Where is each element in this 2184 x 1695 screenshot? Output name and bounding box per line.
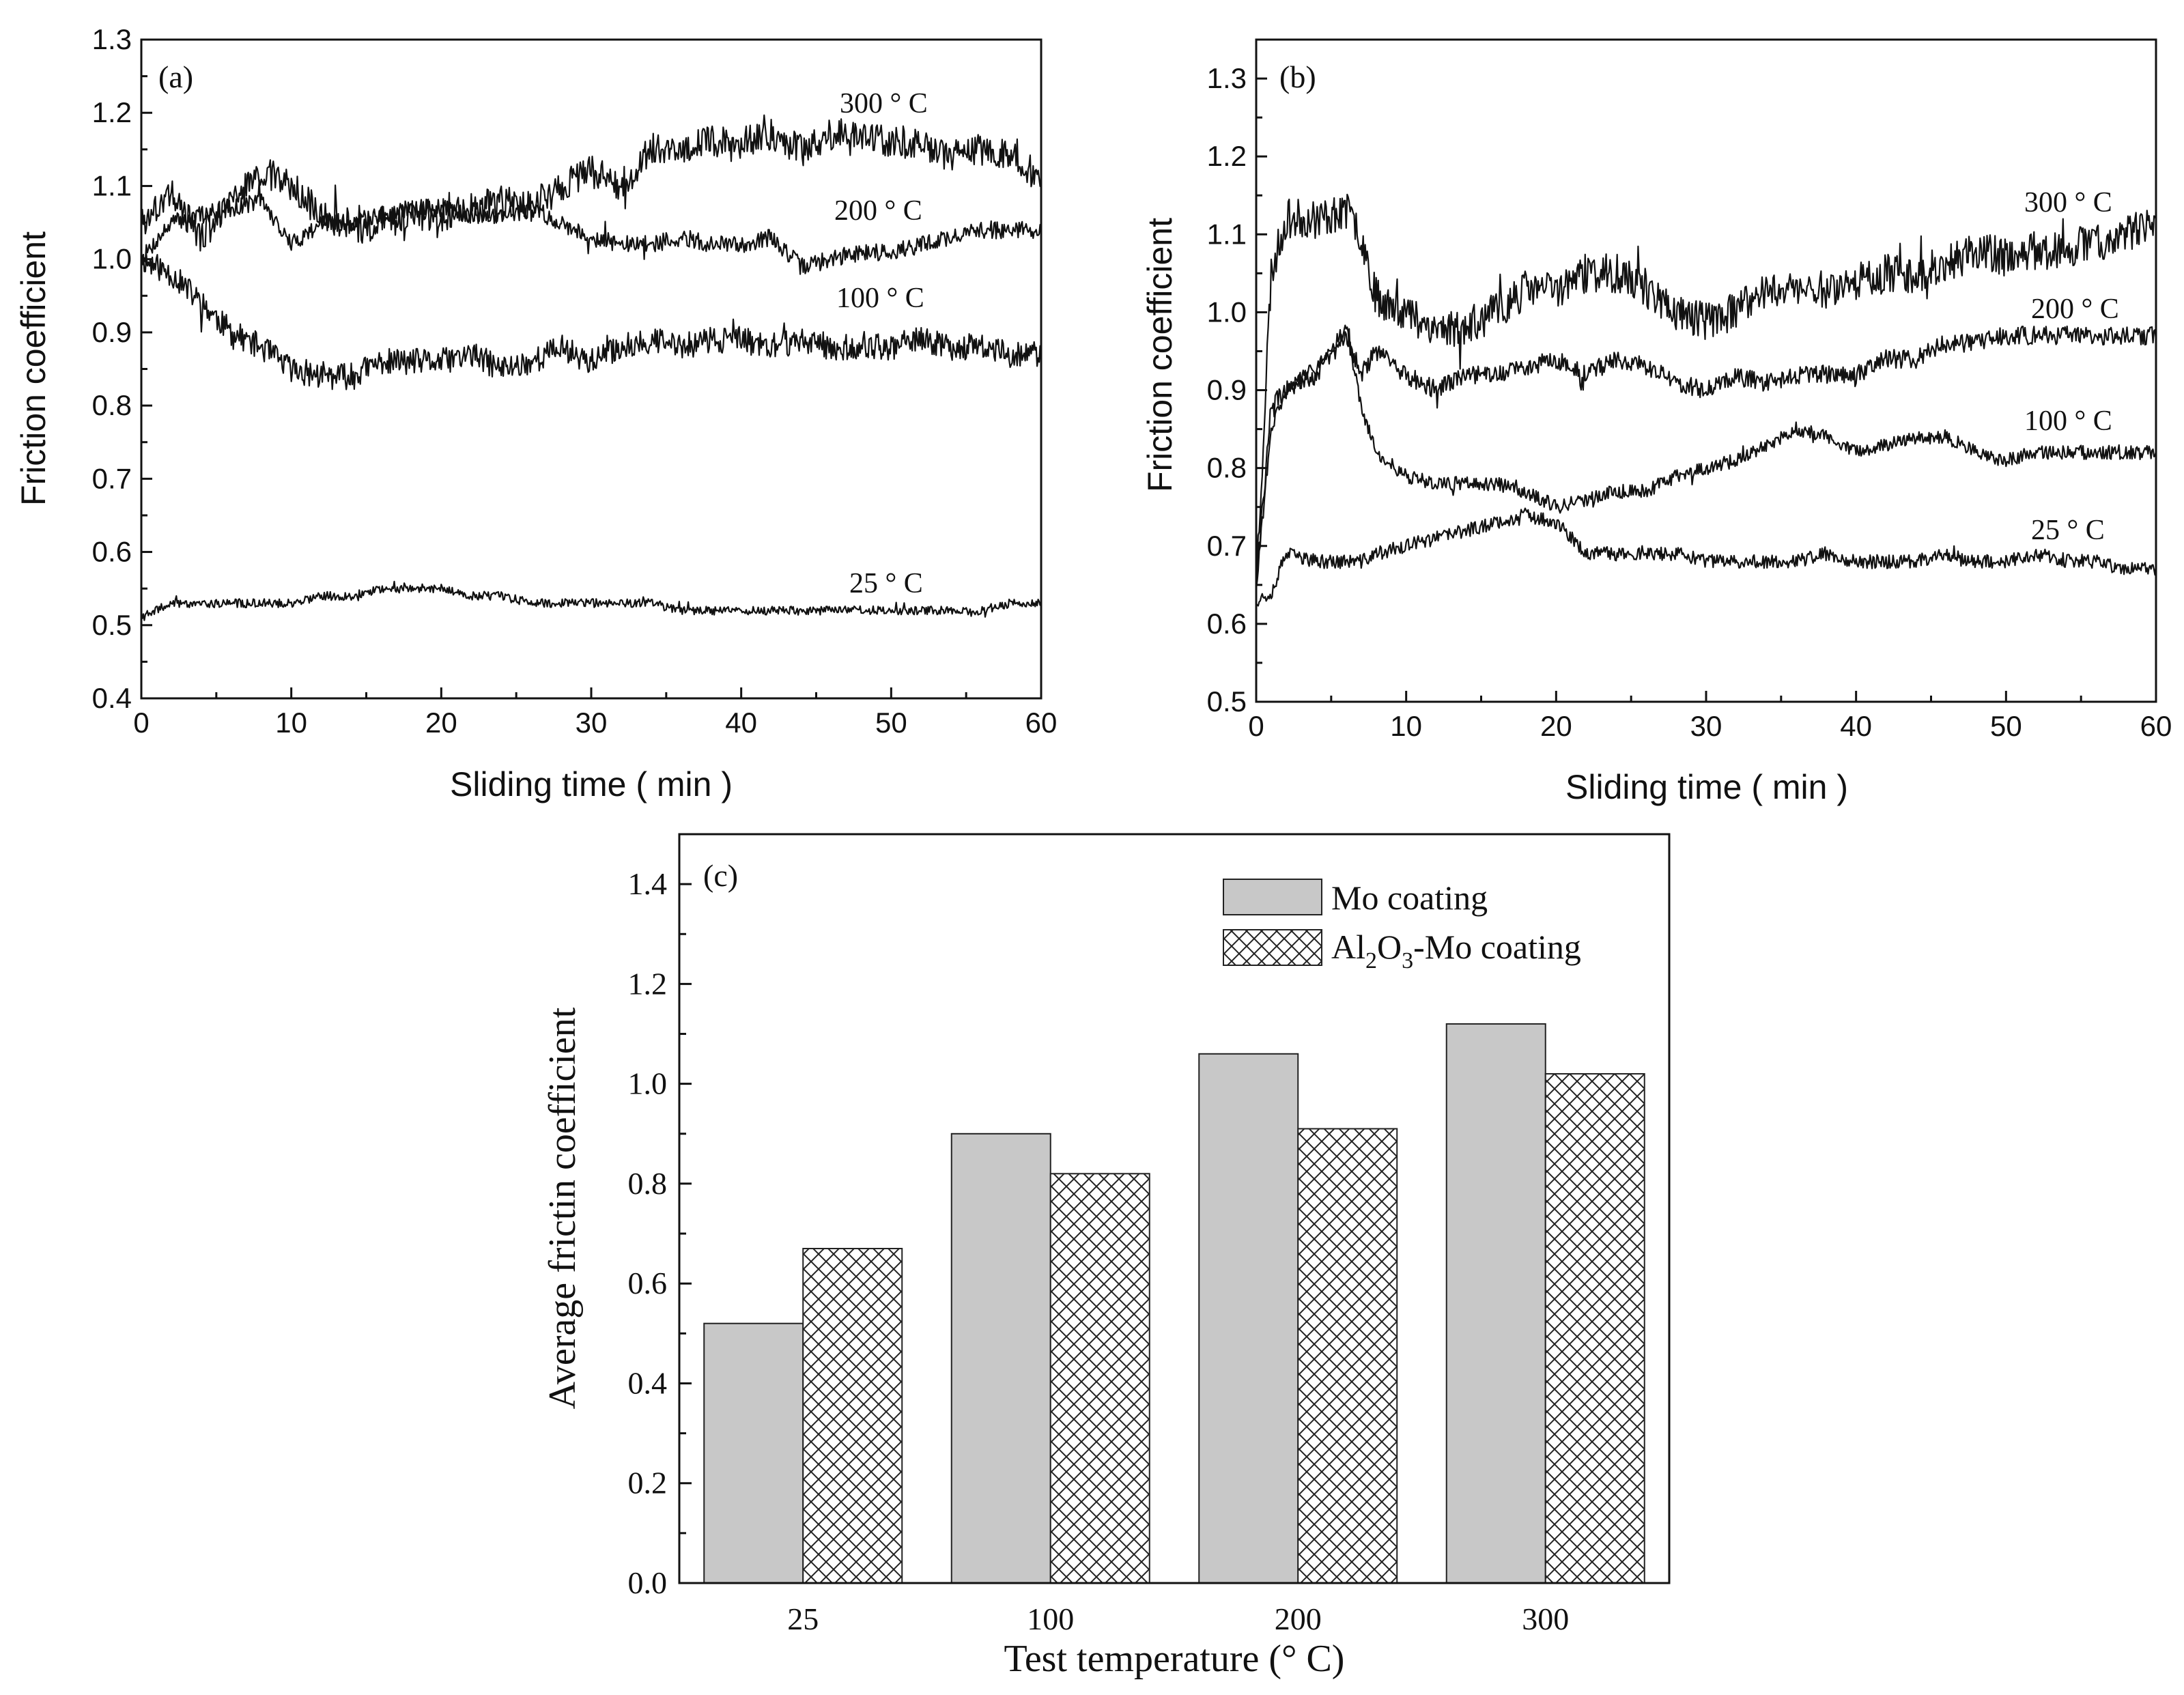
panel-a-xtick-label: 60 xyxy=(1025,707,1058,739)
panel-c-ytick-label: 0.0 xyxy=(628,1565,668,1600)
panel-a-xtick-label: 10 xyxy=(275,707,307,739)
panel-b-label-200: 200 ° C xyxy=(2031,294,2119,325)
panel-c-ytick-label: 1.0 xyxy=(628,1066,668,1101)
panel-b-label-25: 25 ° C xyxy=(2031,515,2105,546)
bar-mo-200 xyxy=(1198,1053,1299,1584)
panel-c-xtick-label: 100 xyxy=(1027,1601,1074,1636)
panel-c-ytick-label: 1.4 xyxy=(628,866,668,901)
panel-a-ytick-label: 1.3 xyxy=(92,23,132,55)
panel-b-ytick-label: 0.8 xyxy=(1207,452,1247,484)
panel-c-xtick-label: 200 xyxy=(1275,1601,1322,1636)
bar-mo-300 xyxy=(1445,1023,1546,1584)
panel-c-legend: Mo coating Al2O3-Mo coating xyxy=(1223,879,1581,973)
panel-b-ytick-label: 1.1 xyxy=(1207,218,1247,250)
panel-c-bar-chart: 0.0 0.2 0.4 0.6 0.8 1.0 1.2 1.4 25 100 200 300 (c)… xyxy=(541,833,1671,1680)
panel-b-xtick-label: 0 xyxy=(1248,710,1264,742)
panel-a-ytick-label: 1.2 xyxy=(92,96,132,128)
panel-b-line-chart: 0.5 0.6 0.7 0.8 0.9 1.0 1.1 1.2 1.3 0 10 20 30 40 50 6… xyxy=(1141,38,2172,806)
panel-c-xtick-label: 25 xyxy=(787,1601,819,1636)
panel-a-ytick-label: 1.0 xyxy=(92,243,132,275)
panel-a-ytick-label: 0.8 xyxy=(92,389,132,421)
panel-b-series-100c-line xyxy=(1255,324,2157,589)
panel-b-label-100: 100 ° C xyxy=(2024,405,2112,437)
bar-al2o3-mo-25 xyxy=(802,1248,903,1584)
panel-b-xtick-label: 10 xyxy=(1390,710,1422,742)
legend-label-al2o3-mo: Al2O3-Mo coating xyxy=(1331,928,1581,973)
panel-b-ytick-label: 1.2 xyxy=(1207,140,1247,172)
panel-a-xlabel: Sliding time ( min ) xyxy=(450,765,733,803)
panel-b-series-25c-line xyxy=(1256,507,2157,607)
panel-b-xtick-label: 50 xyxy=(1990,710,2022,742)
legend-swatch-mo xyxy=(1223,879,1322,915)
panel-c-ytick-label: 0.4 xyxy=(628,1365,668,1400)
panel-b-series-200c-line xyxy=(1255,325,2157,590)
panel-a-series-100c-line xyxy=(140,253,1043,390)
panel-a-xtick-label: 20 xyxy=(425,707,457,739)
panel-b-xtick-label: 20 xyxy=(1540,710,1572,742)
panel-a-ytick-label: 0.6 xyxy=(92,536,132,568)
panel-c-ytick-label: 0.2 xyxy=(628,1466,668,1500)
panel-c-ytick-label: 0.6 xyxy=(628,1266,668,1300)
panel-a-label-25: 25 ° C xyxy=(849,568,923,599)
legend-swatch-al2o3-mo xyxy=(1223,929,1322,966)
bar-mo-100 xyxy=(950,1133,1051,1584)
panel-a-label-300: 300 ° C xyxy=(840,88,928,119)
panel-c-frame xyxy=(678,833,1671,1584)
panel-a-xtick-label: 0 xyxy=(133,707,149,739)
panel-b-xlabel: Sliding time ( min ) xyxy=(1565,768,1848,806)
panel-c-tag: (c) xyxy=(703,858,738,893)
bar-al2o3-mo-100 xyxy=(1049,1173,1150,1584)
panel-b-xtick-label: 30 xyxy=(1690,710,1722,742)
panel-b-ytick-label: 0.7 xyxy=(1207,530,1247,562)
panel-a-line-chart: 0.4 0.5 0.6 0.7 0.8 0.9 1.0 1.1 1.2 1.3 0 10 20 30 40… xyxy=(14,23,1057,803)
panel-a-ytick-label: 0.7 xyxy=(92,462,132,494)
panel-a-ytick-label: 0.4 xyxy=(92,682,132,714)
panel-a-series-300c-line xyxy=(140,114,1042,252)
panel-a-ytick-label: 0.5 xyxy=(92,609,132,641)
panel-c-ytick-label: 0.8 xyxy=(628,1166,668,1201)
panel-a-ytick-label: 0.9 xyxy=(92,316,132,348)
panel-b-ytick-label: 0.5 xyxy=(1207,685,1247,717)
panel-b-frame xyxy=(1255,38,2157,703)
panel-b-ytick-label: 1.0 xyxy=(1207,296,1247,328)
panel-b-label-300: 300 ° C xyxy=(2024,187,2112,218)
panel-b-xtick-label: 40 xyxy=(1840,710,1872,742)
panel-a-xtick-label: 40 xyxy=(725,707,757,739)
panel-a-frame xyxy=(140,38,1043,700)
panel-a-tag: (a) xyxy=(158,59,193,94)
panel-a-ylabel: Friction coefficient xyxy=(14,231,53,506)
panel-c-xlabel: Test temperature (° C) xyxy=(1004,1638,1345,1680)
panel-a-label-100: 100 ° C xyxy=(836,283,924,314)
panel-a-series-200c-line xyxy=(140,179,1042,275)
panel-b-series-300c-line xyxy=(1255,193,2157,595)
panel-c-ytick-label: 1.2 xyxy=(628,966,668,1001)
legend-label-mo: Mo coating xyxy=(1331,879,1488,917)
bar-mo-25 xyxy=(703,1322,804,1584)
panel-b-ytick-label: 1.3 xyxy=(1207,62,1247,94)
panel-a-xtick-label: 50 xyxy=(875,707,907,739)
panel-b-ytick-label: 0.9 xyxy=(1207,374,1247,406)
panel-b-ylabel: Friction coefficient xyxy=(1141,218,1179,492)
panel-a-xtick-label: 30 xyxy=(576,707,608,739)
panel-c-xtick-label: 300 xyxy=(1522,1601,1569,1636)
bar-al2o3-mo-200 xyxy=(1297,1128,1398,1584)
panel-a-series-25c-line xyxy=(140,580,1043,621)
panel-a-ytick-label: 1.1 xyxy=(92,169,132,201)
panel-b-ytick-label: 0.6 xyxy=(1207,608,1247,640)
panel-b-xtick-label: 60 xyxy=(2140,710,2172,742)
panel-a-label-200: 200 ° C xyxy=(834,195,922,227)
panel-b-tag: (b) xyxy=(1279,59,1316,94)
panel-c-ylabel: Average frictin coefficient xyxy=(541,1007,584,1409)
bar-al2o3-mo-300 xyxy=(1544,1073,1645,1584)
